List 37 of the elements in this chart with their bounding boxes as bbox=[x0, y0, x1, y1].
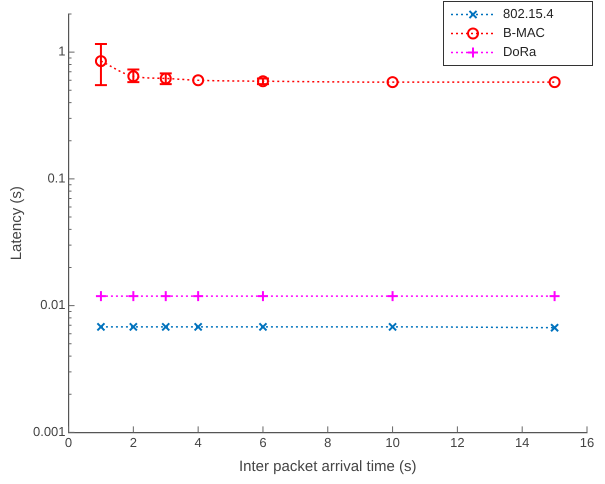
legend-label: 802.15.4 bbox=[503, 6, 554, 22]
point bbox=[194, 322, 203, 332]
legend-label: B-MAC bbox=[503, 25, 545, 40]
y-axis-title: Latency (s) bbox=[8, 186, 26, 260]
y-tick-label: 0.1 bbox=[47, 170, 66, 186]
x-tick-label: 4 bbox=[194, 434, 202, 450]
point bbox=[550, 323, 560, 332]
x-tick-label: 16 bbox=[580, 434, 594, 450]
x-tick-label: 12 bbox=[450, 434, 465, 450]
point bbox=[127, 290, 140, 302]
point bbox=[192, 74, 204, 86]
y-tick-label: 1 bbox=[58, 44, 66, 59]
legend-label: DoRa bbox=[503, 44, 538, 60]
point bbox=[94, 290, 107, 302]
point bbox=[548, 290, 561, 302]
point bbox=[128, 322, 138, 332]
point bbox=[161, 322, 170, 332]
x-tick-label: 0 bbox=[64, 434, 72, 450]
point bbox=[386, 76, 399, 88]
point bbox=[388, 322, 398, 332]
x-axis-title: Inter packet arrival time (s) bbox=[238, 458, 417, 476]
x-tick-label: 8 bbox=[324, 434, 332, 450]
x-tick-label: 14 bbox=[514, 434, 530, 450]
y-tick-label: 0.001 bbox=[32, 424, 66, 439]
x-tick-label: 2 bbox=[130, 434, 137, 450]
point bbox=[386, 290, 399, 302]
point bbox=[256, 75, 269, 88]
point bbox=[96, 322, 106, 332]
x-tick-label: 10 bbox=[385, 434, 400, 450]
point bbox=[258, 322, 268, 332]
point bbox=[256, 290, 269, 302]
point bbox=[160, 290, 172, 302]
point bbox=[192, 290, 204, 302]
y-tick-label: 0.01 bbox=[40, 297, 66, 312]
point bbox=[94, 55, 107, 68]
point bbox=[548, 76, 561, 88]
x-tick-label: 6 bbox=[259, 434, 267, 450]
